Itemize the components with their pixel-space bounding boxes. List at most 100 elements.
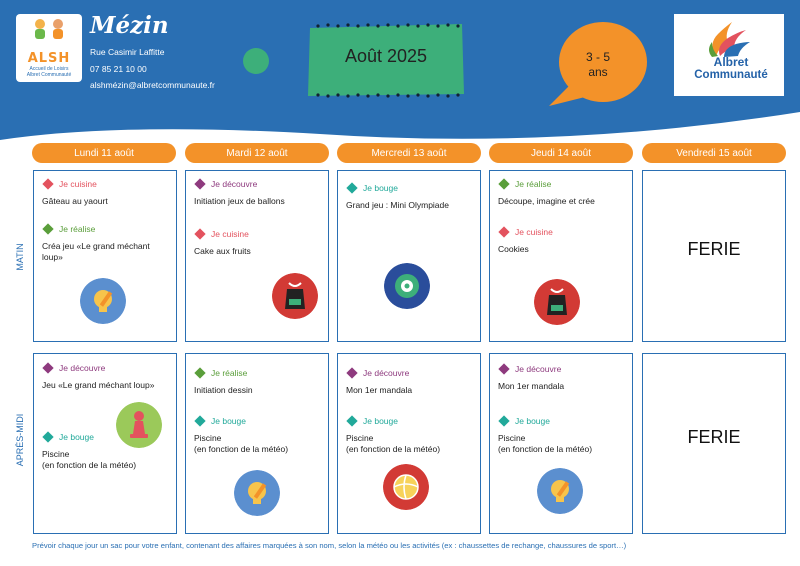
day-header-friday: Vendredi 15 août (642, 143, 786, 163)
activity-tag: Je bouge (346, 415, 474, 427)
activity-description-note: (en fonction de la météo) (498, 443, 593, 454)
flame-icon (709, 22, 750, 57)
period-label-morning: MATIN (15, 243, 25, 271)
phone: 07 85 21 10 00 (90, 64, 147, 74)
tag-diamond-icon (42, 223, 54, 235)
activity-entry: Je bouge Grand jeu : Mini Olympiade (346, 182, 474, 211)
alsh-logo-subtitle: Accueil de Loisirs (29, 66, 69, 72)
cell-thursday-afternoon: Je découvre Mon 1er mandala Je bouge Pis… (489, 353, 633, 534)
activity-tag: Je découvre (498, 363, 626, 375)
activity-entry: Je réalise Initiation dessin (194, 367, 322, 396)
tag-label: Je bouge (363, 183, 398, 193)
period-label-afternoon: APRÈS-MIDI (15, 413, 25, 467)
albret-logo-line2: Communauté (694, 69, 768, 81)
footer-note: Prévoir chaque jour un sac pour votre en… (32, 541, 627, 550)
tag-diamond-icon (346, 182, 358, 194)
activity-tag: Je réalise (42, 223, 170, 235)
tag-label: Je réalise (515, 179, 552, 189)
alsh-logo-letters: ALSH (27, 51, 71, 66)
tag-diamond-icon (194, 367, 206, 379)
activity-entry: Je découvre Mon 1er mandala (498, 363, 626, 392)
activity-description: Piscine (en fonction de la météo) (346, 433, 474, 454)
tag-label: Je découvre (59, 363, 106, 373)
activity-description: Mon 1er mandala (346, 385, 413, 395)
activity-entry: Je cuisine Cookies (498, 226, 626, 255)
activity-description-note: (en fonction de la météo) (42, 459, 137, 470)
tag-diamond-icon (498, 226, 510, 238)
activity-entry: Je bouge Piscine (en fonction de la mété… (346, 415, 474, 454)
activity-description-line: Piscine (498, 433, 526, 443)
age-range-value: 3 - 5 (585, 50, 610, 64)
cell-monday-morning: Je cuisine Gâteau au yaourt Je réalise C… (33, 170, 177, 342)
age-range: 3 - 5 ans (562, 50, 634, 80)
activity-description-note: (en fonction de la météo) (346, 443, 441, 454)
activity-tag: Je réalise (194, 367, 322, 379)
volleyball-icon (383, 464, 429, 510)
age-speech-bubble (549, 22, 647, 106)
activity-tag: Je cuisine (42, 178, 170, 190)
tag-diamond-icon (498, 178, 510, 190)
activity-entry: Je bouge Piscine (en fonction de la mété… (194, 415, 322, 454)
cell-friday-morning: FERIE (642, 170, 786, 342)
tag-diamond-icon (42, 431, 54, 443)
cell-tuesday-afternoon: Je réalise Initiation dessin Je bouge Pi… (185, 353, 329, 534)
activity-description: Cookies (498, 244, 529, 254)
activity-tag: Je réalise (498, 178, 626, 190)
day-header-monday: Lundi 11 août (32, 143, 176, 163)
activity-description: Jeu «Le grand méchant loup» (42, 380, 155, 390)
activity-description-line: Piscine (346, 433, 374, 443)
cell-monday-afternoon: Je découvre Jeu «Le grand méchant loup» … (33, 353, 177, 534)
activity-description: Initiation jeux de ballons (194, 196, 285, 206)
holiday-label: FERIE (687, 427, 741, 447)
children-illustration-icon (35, 19, 63, 39)
activity-tag: Je bouge (498, 415, 626, 427)
decorative-dot (243, 48, 269, 74)
activity-description: Initiation dessin (194, 385, 253, 395)
holiday-label: FERIE (687, 238, 741, 259)
activity-description: Piscine (en fonction de la météo) (194, 433, 322, 454)
tag-diamond-icon (498, 415, 510, 427)
activity-entry: Je bouge Piscine (en fonction de la mété… (42, 431, 170, 470)
activity-entry: Je bouge Piscine (en fonction de la mété… (498, 415, 626, 454)
tag-diamond-icon (346, 367, 358, 379)
tag-label: Je cuisine (211, 229, 249, 239)
activity-description: Mon 1er mandala (498, 381, 565, 391)
activity-description: Piscine (en fonction de la météo) (498, 433, 626, 454)
tag-diamond-icon (194, 228, 206, 240)
activity-tag: Je bouge (42, 431, 170, 443)
apron-icon (272, 273, 318, 319)
center-name: Mézin (90, 12, 169, 39)
tag-label: Je bouge (515, 416, 550, 426)
activity-description: Grand jeu : Mini Olympiade (346, 200, 449, 210)
albret-communaute-logo (674, 14, 784, 96)
activity-tag: Je bouge (346, 182, 474, 194)
tag-diamond-icon (498, 363, 510, 375)
albret-logo-line1: Albret (713, 55, 749, 69)
activity-description: Créa jeu «Le grand méchant loup» (42, 241, 150, 262)
activity-description: Gâteau au yaourt (42, 196, 108, 206)
target-icon (384, 263, 430, 309)
cell-tuesday-morning: Je découvre Initiation jeux de ballons J… (185, 170, 329, 342)
cell-thursday-morning: Je réalise Découpe, imagine et crée Je c… (489, 170, 633, 342)
tag-label: Je bouge (211, 416, 246, 426)
activity-tag: Je cuisine (498, 226, 626, 238)
cell-wednesday-afternoon: Je découvre Mon 1er mandala Je bouge Pis… (337, 353, 481, 534)
tag-diamond-icon (346, 415, 358, 427)
tag-diamond-icon (42, 362, 54, 374)
age-range-unit: ans (588, 65, 608, 79)
cell-wednesday-morning: Je bouge Grand jeu : Mini Olympiade (337, 170, 481, 342)
albret-logo-text: Albret Communauté (686, 56, 776, 82)
cell-friday-afternoon: FERIE (642, 353, 786, 534)
activity-description-line: Piscine (194, 433, 222, 443)
address: Rue Casimir Laffitte (90, 47, 165, 57)
alsh-logo: ALSH Accueil de Loisirs Albret Communaut… (16, 14, 82, 82)
activity-tag: Je cuisine (194, 228, 322, 240)
tag-label: Je découvre (515, 364, 562, 374)
email[interactable]: alshmézin@albretcommunaute.fr (90, 80, 215, 90)
lightbulb-pencil-icon (80, 278, 126, 324)
activity-entry: Je découvre Initiation jeux de ballons (194, 178, 322, 207)
tag-label: Je découvre (363, 368, 410, 378)
activity-entry: Je cuisine Cake aux fruits (194, 228, 322, 257)
activity-tag: Je découvre (42, 362, 177, 374)
tag-label: Je découvre (211, 179, 258, 189)
